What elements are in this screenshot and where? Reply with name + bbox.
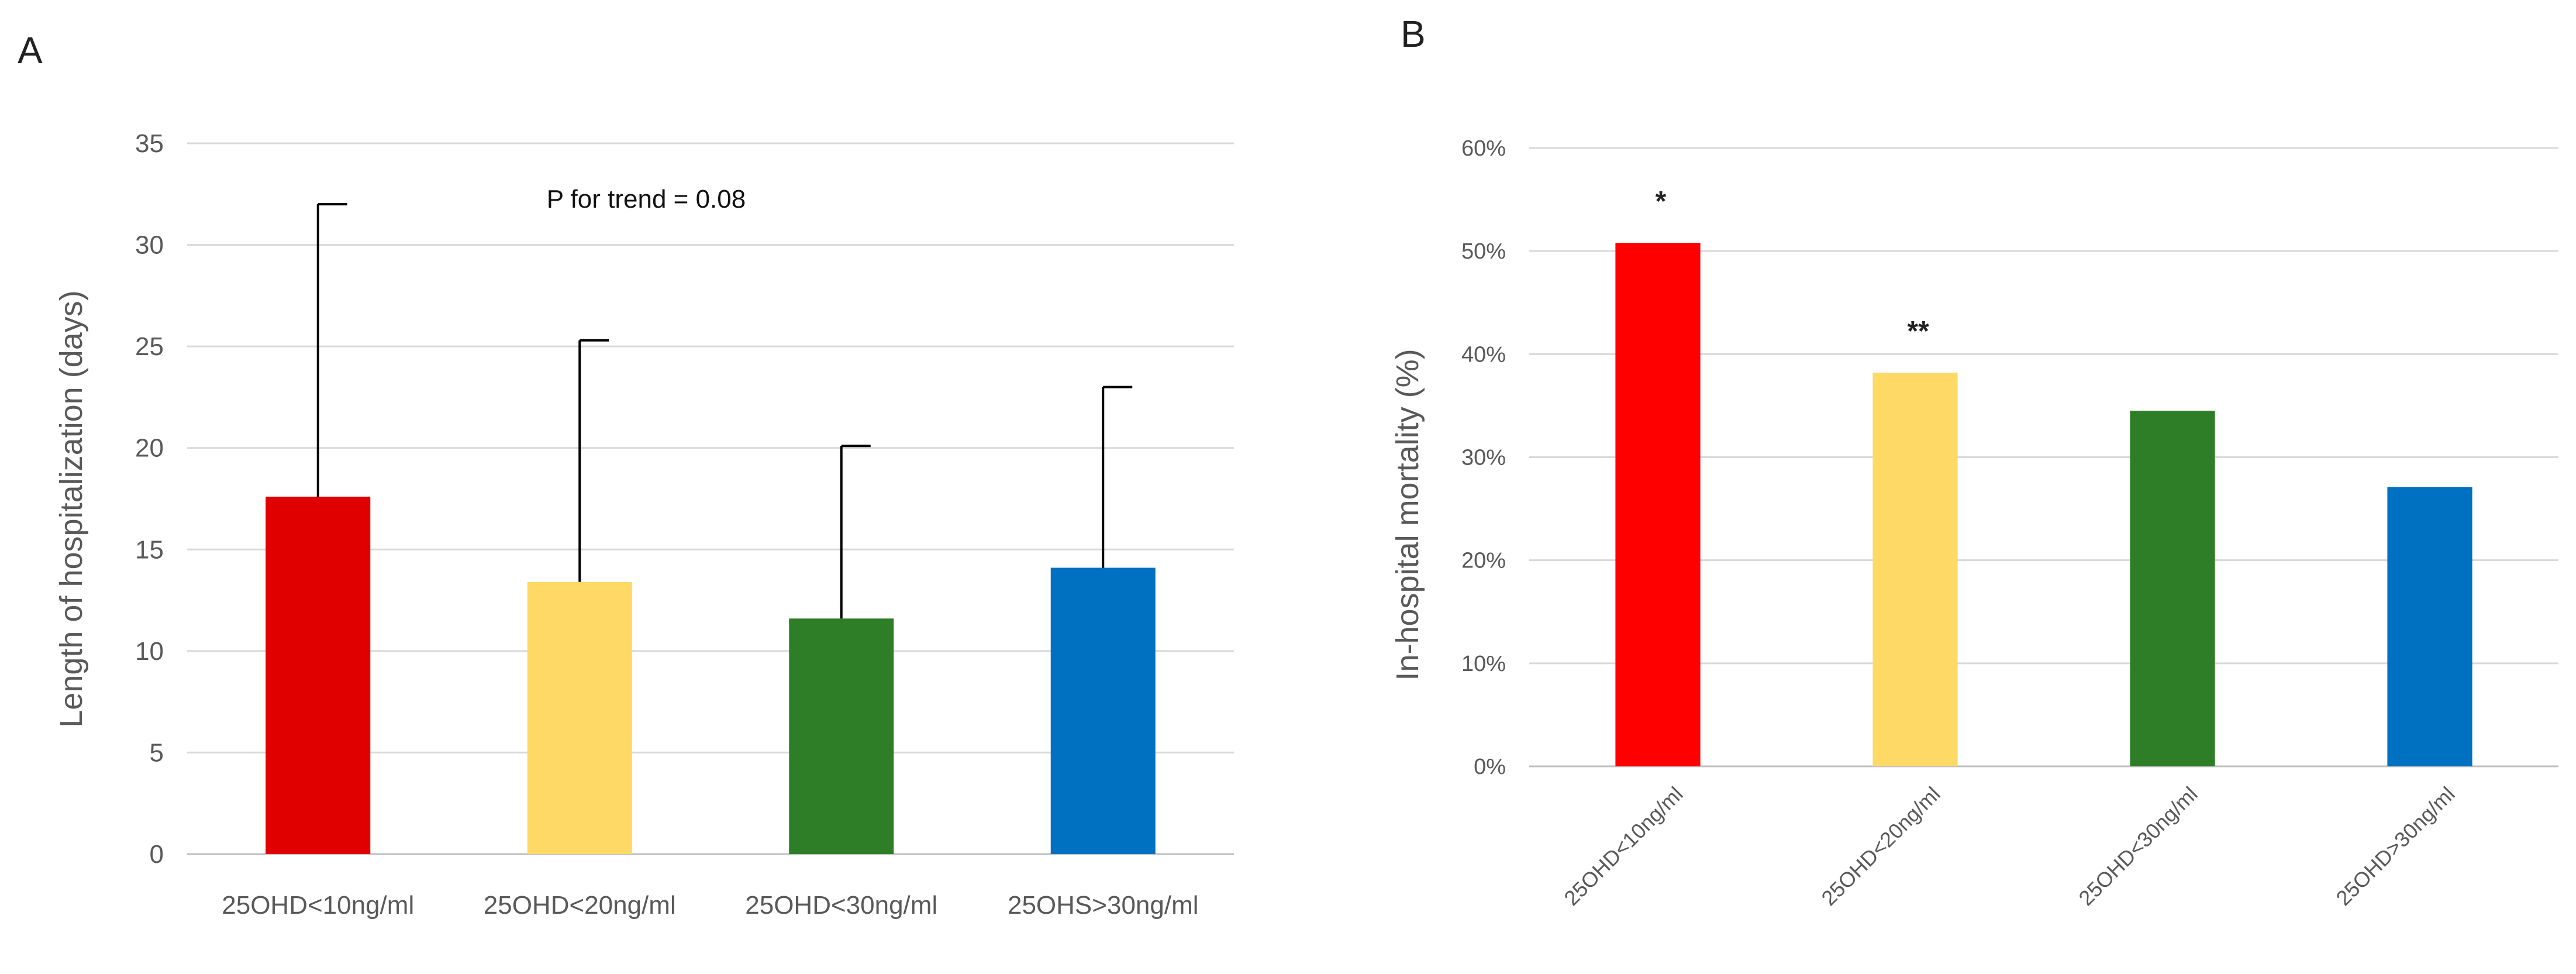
panel-a-y-ticks: 0 5 10 15 20 25 30 35 [135,129,164,869]
panel-b-category-labels: 25OHD<10ng/ml 25OHD<20ng/ml 25OHD<30ng/ml 2… [1559,782,2459,910]
panel-b-y-tick-label: 0% [1474,755,1506,779]
panel-b-y-tick-label: 40% [1461,342,1506,367]
panel-b-significance-marks: *** [1656,186,1929,347]
panel-a-bar [1050,567,1156,854]
panel-a-bar [527,581,632,854]
panel-a-category-label: 25OHS>30ng/ml [1008,891,1199,920]
panel-b-bar [2130,411,2215,766]
panel-b-y-tick-label: 50% [1461,239,1506,264]
panel-a-bar [265,497,371,854]
panel-a-bars [265,497,1156,854]
panel-b-category-label: 25OHD>30ng/ml [2331,782,2459,910]
panel-a-y-tick-label: 30 [135,231,164,260]
panel-b-significance-mark: ** [1907,316,1929,347]
panel-b-y-tick-label: 20% [1461,549,1506,573]
panel-b-y-tick-label: 30% [1461,446,1506,470]
panel-a-error-bars [316,203,1133,619]
panel-a-y-tick-label: 10 [135,637,164,666]
panel-b-significance-mark: * [1656,186,1667,217]
panel-a-letter: A [18,29,43,71]
p-for-trend-annotation: P for trend = 0.08 [547,185,746,214]
panel-a-category-label: 25OHD<30ng/ml [745,891,937,920]
panel-b-y-ticks: 0% 10% 20% 30% 40% 50% 60% [1461,136,1506,779]
panel-b-category-label: 25OHD<30ng/ml [2074,782,2202,910]
panel-a-y-tick-label: 0 [150,840,164,869]
panel-b-y-tick-label: 60% [1461,136,1506,161]
panel-b-category-label: 25OHD<10ng/ml [1559,782,1687,910]
panel-a-category-label: 25OHD<20ng/ml [484,891,676,920]
panel-b-y-axis-title: In-hospital mortality (%) [1390,349,1425,680]
panel-b-y-tick-label: 10% [1461,652,1506,676]
panel-b-bar [1872,373,1958,766]
panel-b-gridlines [1529,147,2558,768]
panel-b-letter: B [1401,13,1426,55]
panel-a-y-tick-label: 35 [135,129,164,158]
panel-b-bar [2387,487,2472,766]
panel-a-y-tick-label: 15 [135,535,164,564]
panel-a-y-tick-label: 25 [135,332,164,361]
panel-a-category-label: 25OHD<10ng/ml [222,891,414,920]
panel-b-bar [1615,243,1701,766]
panel-a: A 0 5 10 15 20 25 30 35 Length of hospitalizati… [18,29,1234,920]
panel-a-category-labels: 25OHD<10ng/ml 25OHD<20ng/ml 25OHD<30ng/ml 2… [222,891,1198,920]
panel-a-bar [789,618,894,854]
panel-a-y-axis-title: Length of hospitalization (days) [54,290,89,727]
panel-b-category-label: 25OHD<20ng/ml [1816,782,1944,910]
panel-a-y-tick-label: 20 [135,434,164,463]
panel-a-y-tick-label: 5 [150,738,164,767]
panel-b: B 0% 10% 20% 30% 40% 50% 60% In-hospital morta… [1390,13,2558,910]
panel-b-bars [1615,243,2472,766]
